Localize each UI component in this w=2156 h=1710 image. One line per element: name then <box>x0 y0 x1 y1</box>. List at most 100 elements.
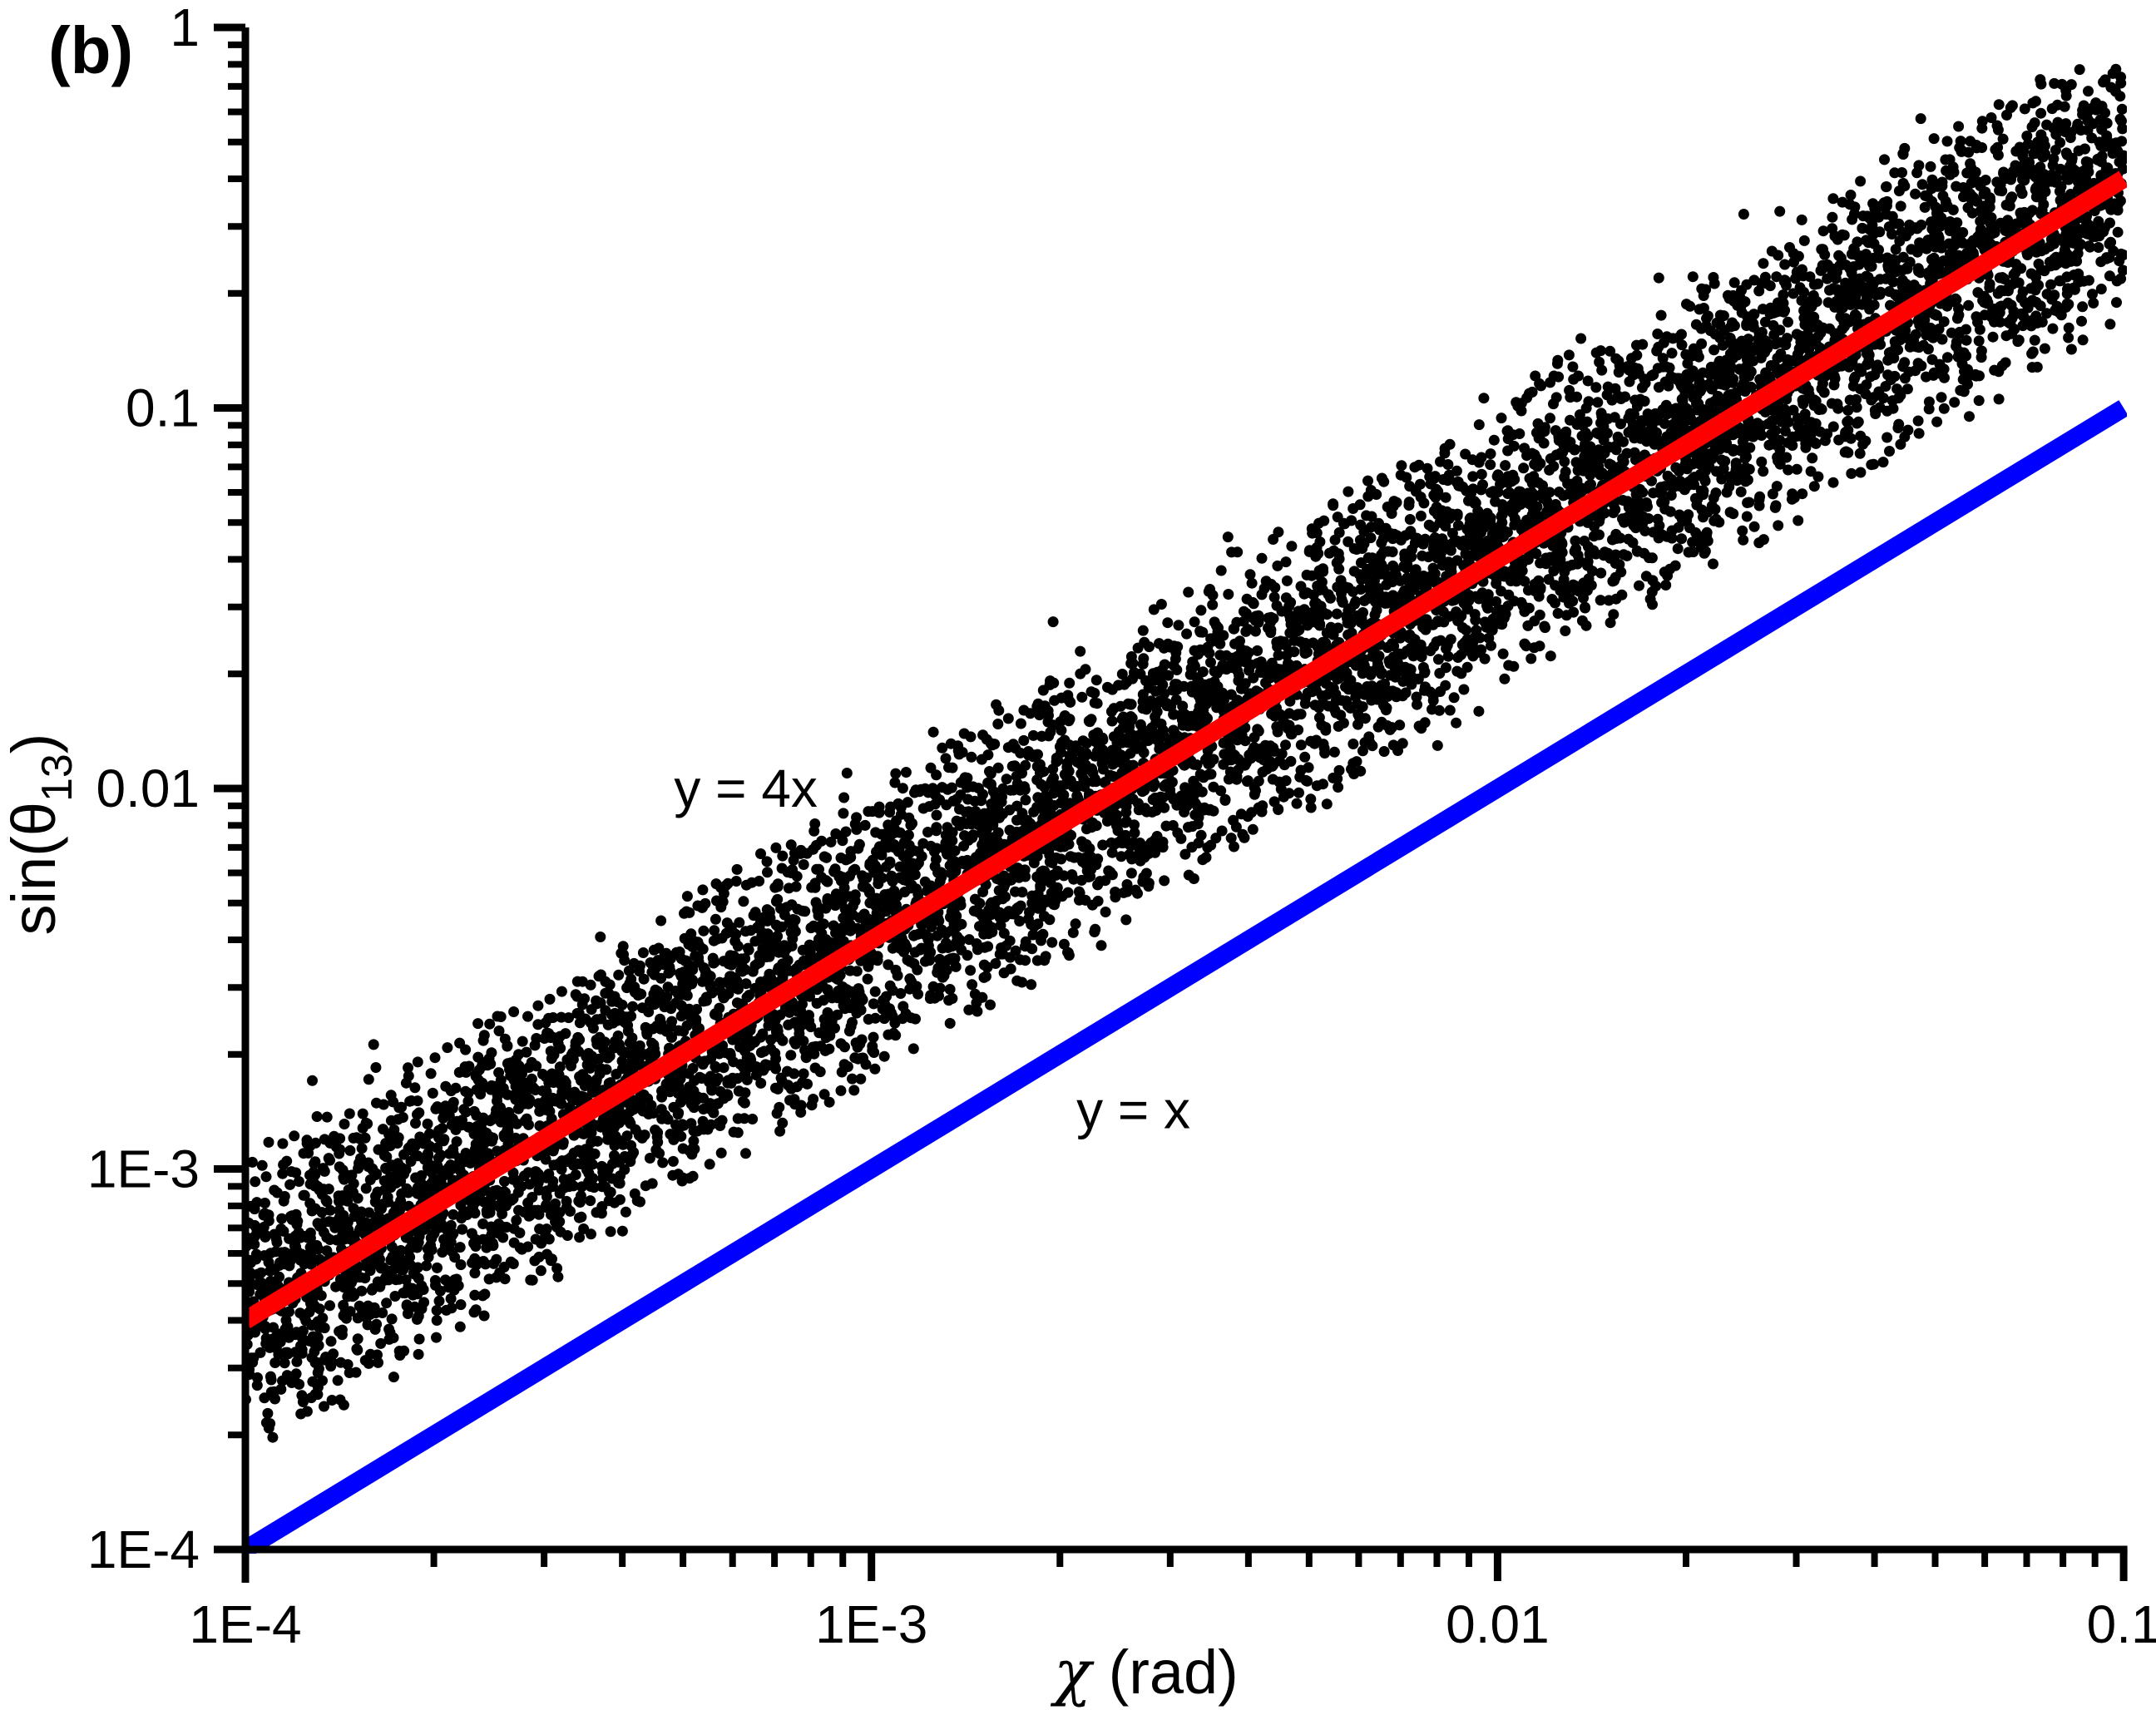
data-point <box>363 1074 374 1085</box>
data-point <box>1699 475 1711 487</box>
data-point <box>2116 156 2127 167</box>
data-point <box>785 1050 797 1061</box>
data-point <box>1768 329 1780 340</box>
data-point <box>776 862 788 874</box>
data-point <box>1181 628 1193 640</box>
data-point <box>1779 425 1791 437</box>
data-point <box>990 958 1001 969</box>
data-point <box>1311 527 1323 539</box>
data-point <box>967 979 978 991</box>
data-point <box>737 1095 749 1107</box>
data-point <box>278 1195 289 1207</box>
data-point <box>1059 734 1071 746</box>
data-point <box>925 990 937 1001</box>
data-point <box>1150 847 1161 858</box>
data-point <box>1047 764 1059 775</box>
data-point <box>646 1178 658 1189</box>
data-point <box>362 1118 373 1129</box>
data-point <box>255 1267 267 1278</box>
data-point <box>1567 361 1579 373</box>
data-point <box>715 1147 727 1159</box>
data-point <box>1830 273 1842 284</box>
data-point <box>423 1150 434 1162</box>
data-point <box>471 1110 482 1121</box>
data-point <box>1366 511 1377 522</box>
data-point <box>1706 383 1718 395</box>
data-point <box>1348 739 1359 749</box>
data-point <box>2006 191 2018 203</box>
data-point <box>317 1312 329 1324</box>
data-point <box>1629 394 1641 406</box>
data-point <box>855 1073 867 1085</box>
data-point <box>455 1259 467 1271</box>
data-point <box>1783 464 1794 476</box>
data-point <box>2105 82 2117 93</box>
data-point <box>717 1040 729 1051</box>
data-point <box>326 1357 338 1367</box>
data-point <box>1529 615 1540 627</box>
data-point <box>1574 409 1585 421</box>
data-point <box>2095 284 2107 294</box>
data-point <box>1299 751 1311 763</box>
data-point <box>1255 656 1267 668</box>
data-point <box>1002 713 1014 724</box>
data-point <box>1923 267 1935 279</box>
data-point <box>1840 431 1851 442</box>
data-point <box>1232 546 1244 558</box>
data-point <box>1911 246 1923 258</box>
data-point <box>1552 608 1564 619</box>
data-point <box>534 1223 546 1235</box>
data-point <box>1485 459 1496 471</box>
data-point <box>897 783 908 794</box>
data-point <box>1387 739 1399 751</box>
data-point <box>2104 270 2115 282</box>
data-point <box>940 753 952 764</box>
data-point <box>859 819 871 831</box>
data-point <box>1854 447 1866 459</box>
data-point <box>368 1039 379 1050</box>
data-point <box>927 726 939 738</box>
data-point <box>535 1265 546 1277</box>
data-point <box>747 1114 759 1124</box>
data-point <box>1558 574 1570 586</box>
data-point <box>1371 605 1382 616</box>
data-point <box>1488 434 1500 446</box>
data-point <box>1333 782 1344 793</box>
data-point <box>762 867 773 878</box>
data-point <box>433 1124 445 1136</box>
data-point <box>1936 392 1947 403</box>
data-point <box>1548 370 1560 382</box>
data-point <box>1666 348 1678 359</box>
data-point <box>2048 153 2060 165</box>
data-point <box>1384 670 1396 681</box>
data-point <box>433 1295 445 1307</box>
data-point <box>2087 289 2098 300</box>
data-point <box>823 1096 835 1108</box>
data-point <box>1458 684 1470 695</box>
data-point <box>492 1011 503 1022</box>
data-point <box>1116 669 1128 680</box>
data-point <box>1113 680 1125 691</box>
data-point <box>1788 404 1799 416</box>
data-point <box>2088 297 2099 309</box>
data-point <box>904 956 916 967</box>
data-point <box>1020 936 1031 947</box>
data-point <box>1967 192 1979 204</box>
data-point <box>1877 457 1889 468</box>
data-point <box>533 1184 545 1196</box>
data-point <box>605 1226 616 1238</box>
data-point <box>1855 467 1867 478</box>
data-point <box>1817 225 1829 237</box>
data-point <box>284 1179 296 1190</box>
data-point <box>1222 531 1234 543</box>
data-point <box>785 867 797 878</box>
data-point <box>1660 361 1672 373</box>
data-point <box>995 920 1006 932</box>
data-point <box>1771 271 1783 283</box>
data-point <box>1753 494 1765 506</box>
data-point <box>431 1332 442 1343</box>
data-point <box>2026 121 2038 133</box>
data-point <box>319 1401 329 1412</box>
data-point <box>572 1031 584 1043</box>
data-point <box>1931 207 1942 219</box>
